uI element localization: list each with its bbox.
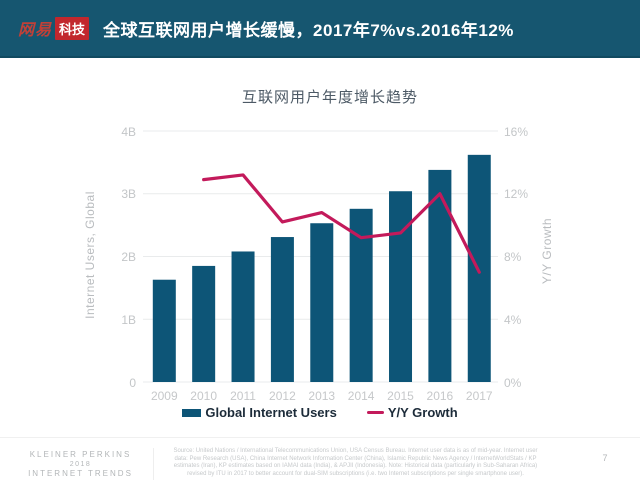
kleiner-perkins-brand: KLEINER PERKINS 2018 INTERNET TRENDS (8, 448, 154, 480)
brand-line: INTERNET TRENDS (28, 469, 133, 478)
bar-2016 (428, 169, 452, 382)
brand-line: KLEINER PERKINS (29, 450, 132, 459)
line-swatch-icon (366, 411, 384, 414)
year-label-2014: 2014 (347, 389, 375, 403)
left-tick-3B: 3B (121, 187, 136, 202)
slide-headline: 全球互联网用户增长缓慢，2017年7%vs.2016年12% (103, 20, 514, 40)
right-tick-0%: 0% (504, 375, 522, 390)
chart-title: 互联网用户年度增长趋势 (241, 89, 418, 106)
bar-2013 (310, 223, 334, 382)
right-axis-title: Y/Y Growth (540, 217, 554, 285)
source-line: estimates (Iran), KP estimates based on … (173, 463, 538, 470)
legend-item-bars: Global Internet Users (182, 405, 337, 420)
slide-footer: KLEINER PERKINS 2018 INTERNET TRENDS Sou… (0, 437, 640, 480)
year-label-2011: 2011 (230, 389, 256, 403)
netease-tech-logo: 网易 科技 (18, 16, 90, 40)
right-tick-4%: 4% (504, 312, 522, 327)
netease-logo-text: 网易 (18, 22, 53, 39)
bar-2010 (192, 265, 216, 382)
source-line: data: Pew Research (USA), China Internet… (174, 455, 537, 462)
year-label-2012: 2012 (269, 389, 296, 403)
left-tick-0: 0 (129, 375, 136, 390)
year-label-2010: 2010 (190, 389, 217, 403)
chart-legend: Global Internet Users Y/Y Growth (0, 405, 640, 420)
year-label-2016: 2016 (426, 389, 454, 403)
source-line: revised by ITU in 2017 to better account… (187, 470, 524, 477)
bar-2011 (231, 251, 255, 382)
left-tick-2B: 2B (121, 250, 136, 264)
tech-logo-badge: 科技 (55, 16, 90, 40)
source-note: Source: United Nations / International T… (163, 448, 548, 478)
bar-2015 (389, 191, 413, 382)
legend-line-label: Y/Y Growth (387, 405, 458, 420)
brand-line: 2018 (69, 461, 92, 468)
bar-swatch-icon (182, 408, 202, 417)
bar-2017 (467, 154, 491, 382)
combo-chart-plot (143, 130, 498, 383)
bar-2014 (349, 208, 373, 382)
year-label-2013: 2013 (308, 389, 336, 403)
bar-2009 (152, 279, 176, 382)
header-bar: 网易 科技 全球互联网用户增长缓慢，2017年7%vs.2016年12% (0, 0, 640, 58)
bar-2012 (270, 237, 294, 382)
legend-item-line: Y/Y Growth (366, 405, 458, 420)
left-axis-title: Internet Users, Global (83, 191, 97, 319)
page-number: 7 (602, 453, 608, 463)
right-tick-16%: 16% (504, 124, 529, 139)
year-label-2017: 2017 (465, 389, 493, 403)
right-tick-8%: 8% (504, 250, 522, 264)
left-tick-4B: 4B (121, 124, 136, 139)
year-label-2009: 2009 (150, 389, 178, 403)
left-tick-1B: 1B (121, 312, 136, 327)
year-label-2015: 2015 (387, 389, 414, 403)
source-line: Source: United Nations / International T… (173, 448, 538, 454)
legend-bar-label: Global Internet Users (205, 405, 337, 420)
growth-line (202, 173, 481, 274)
right-tick-12%: 12% (504, 187, 529, 202)
